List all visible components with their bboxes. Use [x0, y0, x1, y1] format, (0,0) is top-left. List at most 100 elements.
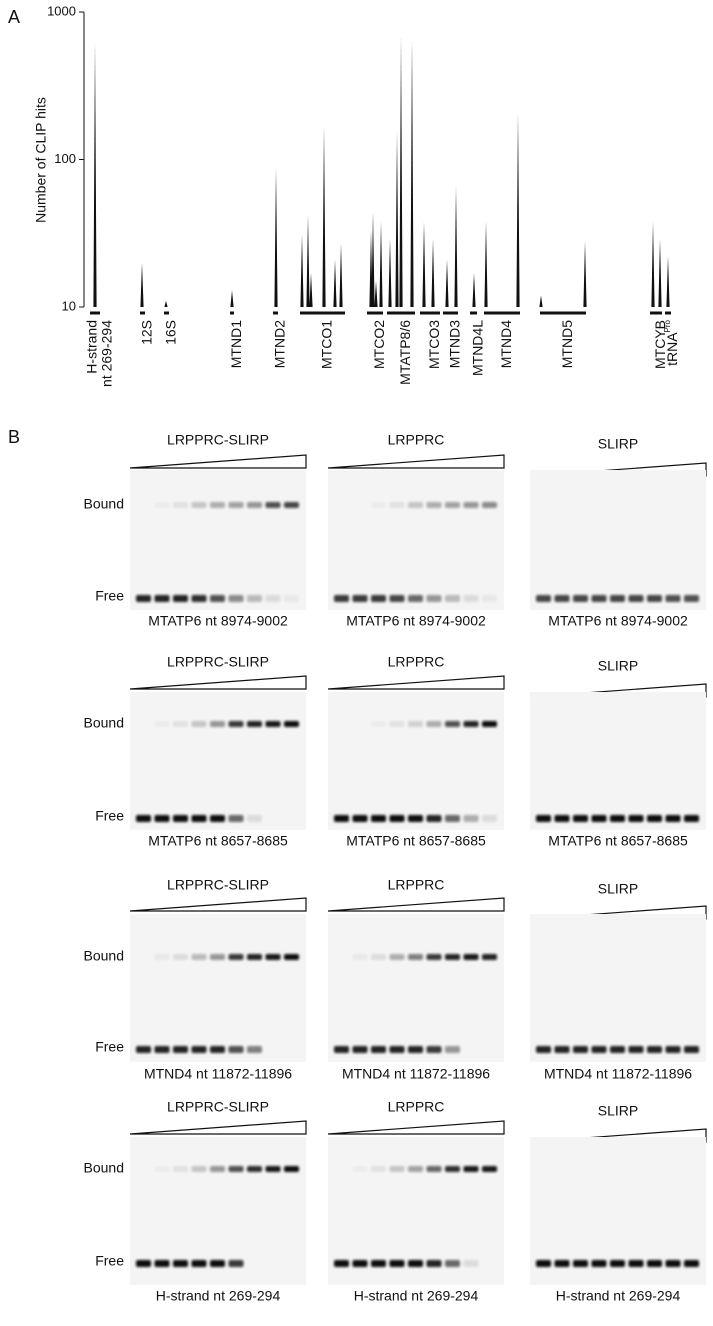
concentration-wedge [129, 675, 307, 690]
bound-band [445, 721, 460, 727]
free-label: Free [95, 1253, 124, 1269]
region-label-text: MTCO2 [371, 320, 387, 369]
spike [658, 238, 662, 307]
region-label: H-strand [83, 320, 99, 374]
bound-band [228, 502, 244, 508]
free-band [573, 815, 588, 822]
free-band [591, 815, 607, 822]
free-band [191, 595, 207, 602]
gel-image [130, 692, 306, 830]
free-band [247, 595, 262, 602]
free-band [210, 1046, 225, 1053]
bound-band [408, 954, 423, 960]
spike [93, 41, 97, 308]
bound-band [284, 1166, 299, 1172]
free-band [210, 595, 225, 602]
free-band [573, 1260, 588, 1267]
bound-band [426, 1166, 442, 1172]
concentration-wedge [129, 897, 307, 912]
bound-band [247, 1166, 262, 1172]
free-band [334, 815, 349, 822]
spike [454, 186, 458, 307]
free-band [408, 595, 423, 602]
region-label-text: 12S [138, 320, 154, 345]
free-band [191, 1046, 207, 1053]
gel-image [530, 470, 706, 610]
free-band [371, 595, 386, 602]
free-band [573, 595, 588, 602]
free-band [265, 595, 281, 602]
bound-band [371, 1166, 386, 1172]
free-band [154, 1046, 170, 1053]
free-band [136, 815, 151, 822]
concentration-wedge [327, 1120, 505, 1135]
free-band [445, 595, 460, 602]
free-band [247, 815, 262, 822]
region-label: MTCYB [652, 320, 668, 369]
region-label: nt 269-294 [98, 320, 114, 387]
free-band [154, 595, 170, 602]
spike [666, 256, 670, 307]
bound-band [445, 1166, 460, 1172]
free-band [647, 815, 662, 822]
gel-title: SLIRP [598, 436, 638, 452]
free-band [136, 1260, 151, 1267]
free-band [191, 815, 207, 822]
gel-title: SLIRP [598, 658, 638, 674]
region-label-text: MTND1 [228, 320, 244, 368]
free-band [628, 1260, 644, 1267]
gel-image [328, 470, 504, 610]
gel-caption: MTATP6 nt 8657-8685 [548, 833, 688, 849]
spike [445, 259, 449, 307]
bound-band [265, 1166, 281, 1172]
spike [339, 243, 343, 307]
free-band [408, 1260, 423, 1267]
free-band [610, 595, 625, 602]
spike [379, 221, 383, 307]
bound-label: Bound [84, 1160, 124, 1176]
free-band [334, 595, 349, 602]
bound-band [284, 502, 299, 508]
free-band [334, 1260, 349, 1267]
free-band [647, 1046, 662, 1053]
y-tick-label: 1000 [47, 3, 76, 18]
gel-caption: MTND4 nt 11872-11896 [544, 1066, 692, 1082]
gel-title: SLIRP [598, 881, 638, 897]
region-label: MTCO2 [371, 320, 387, 369]
spike [539, 295, 543, 307]
spike [516, 111, 520, 307]
gel-title: LRPPRC [388, 877, 445, 893]
bound-band [265, 954, 281, 960]
bound-band [173, 954, 188, 960]
gel-caption: MTATP6 nt 8974-9002 [346, 613, 486, 629]
bound-band [265, 502, 281, 508]
gel-caption: H-strand nt 269-294 [354, 1288, 479, 1304]
free-band [628, 1046, 644, 1053]
region-label: MTND2 [271, 320, 287, 368]
free-label: Free [95, 588, 124, 604]
region-label: MTND1 [228, 320, 244, 368]
bound-band [228, 954, 244, 960]
free-band [173, 595, 188, 602]
bound-band [408, 1166, 423, 1172]
bound-band [426, 502, 442, 508]
bound-band [247, 954, 262, 960]
bound-band [482, 1166, 497, 1172]
free-band [610, 1046, 625, 1053]
gel-caption: MTND4 nt 11872-11896 [342, 1066, 490, 1082]
bound-band [482, 721, 497, 727]
spike [333, 259, 337, 307]
bound-label: Bound [84, 948, 124, 964]
region-label-text: MTND4 [498, 320, 514, 368]
bound-label: Bound [84, 496, 124, 512]
concentration-wedge [129, 454, 307, 469]
gel-image [530, 692, 706, 830]
spike [583, 241, 587, 307]
spike [300, 234, 304, 307]
free-band [536, 595, 551, 602]
spike [322, 125, 326, 307]
free-band [628, 815, 644, 822]
bound-band [389, 1166, 405, 1172]
free-band [371, 1046, 386, 1053]
bound-band [463, 721, 479, 727]
